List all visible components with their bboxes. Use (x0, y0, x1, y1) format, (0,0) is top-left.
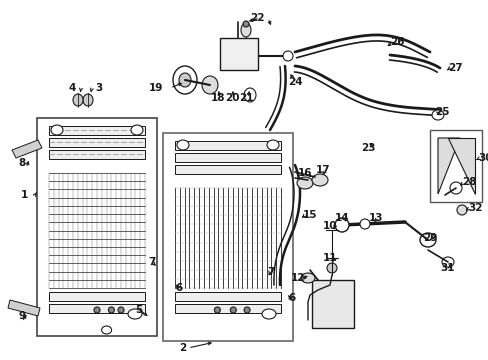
Ellipse shape (266, 140, 279, 150)
Ellipse shape (131, 125, 142, 135)
Bar (49, 126, 145, 135)
Ellipse shape (262, 309, 275, 319)
Ellipse shape (73, 94, 83, 106)
Polygon shape (8, 300, 40, 316)
Ellipse shape (177, 140, 189, 150)
Bar (175, 153, 281, 162)
Text: 5: 5 (135, 305, 142, 315)
Text: 7: 7 (148, 257, 155, 267)
Bar (37, 118, 157, 336)
Ellipse shape (243, 21, 248, 27)
Ellipse shape (449, 182, 461, 194)
Ellipse shape (83, 94, 93, 106)
Text: 6: 6 (175, 283, 182, 293)
Ellipse shape (241, 23, 250, 37)
Text: 12: 12 (290, 273, 305, 283)
Bar (49, 292, 145, 301)
Ellipse shape (326, 263, 336, 273)
Polygon shape (12, 140, 42, 158)
Text: 19: 19 (148, 83, 163, 93)
Bar (175, 292, 281, 301)
Text: 1: 1 (20, 190, 28, 200)
Ellipse shape (244, 88, 256, 102)
Bar (49, 304, 145, 313)
Ellipse shape (108, 307, 114, 313)
Bar (429, 130, 481, 202)
Ellipse shape (173, 66, 197, 94)
Ellipse shape (94, 307, 100, 313)
Ellipse shape (441, 257, 453, 267)
Ellipse shape (202, 76, 218, 94)
Text: 26: 26 (389, 37, 404, 47)
Ellipse shape (334, 218, 348, 232)
Bar (311, 280, 353, 328)
Text: 25: 25 (434, 107, 448, 117)
Text: 2: 2 (179, 343, 186, 353)
Text: 30: 30 (477, 153, 488, 163)
Ellipse shape (419, 233, 435, 247)
Ellipse shape (118, 307, 124, 313)
Polygon shape (437, 138, 459, 194)
Text: 31: 31 (440, 263, 454, 273)
Polygon shape (447, 138, 474, 194)
Ellipse shape (51, 125, 63, 135)
Text: 27: 27 (447, 63, 462, 73)
Text: 24: 24 (287, 77, 302, 87)
Text: 15: 15 (303, 210, 317, 220)
Text: 21: 21 (238, 93, 253, 103)
Text: 18: 18 (210, 93, 225, 103)
Bar (49, 138, 145, 147)
Bar (175, 165, 281, 174)
Text: 29: 29 (422, 233, 436, 243)
Bar (220, 38, 258, 70)
Text: 9: 9 (19, 311, 25, 321)
Text: 6: 6 (287, 293, 295, 303)
Text: 22: 22 (250, 13, 264, 23)
Text: 20: 20 (224, 93, 239, 103)
Ellipse shape (179, 73, 191, 87)
Text: 3: 3 (95, 83, 102, 93)
Ellipse shape (456, 205, 466, 215)
Ellipse shape (296, 177, 312, 189)
Text: 23: 23 (360, 143, 374, 153)
Ellipse shape (244, 307, 249, 313)
Text: 32: 32 (467, 203, 482, 213)
Bar (163, 133, 292, 341)
Ellipse shape (128, 309, 142, 319)
Text: 17: 17 (315, 165, 329, 175)
Text: 8: 8 (19, 158, 25, 168)
Ellipse shape (311, 174, 327, 186)
Text: 4: 4 (68, 83, 76, 93)
Text: 28: 28 (461, 177, 475, 187)
Text: 7: 7 (266, 267, 274, 277)
Text: 11: 11 (322, 253, 337, 263)
Ellipse shape (283, 51, 292, 61)
Text: 13: 13 (368, 213, 383, 223)
Text: 10: 10 (322, 221, 337, 231)
Ellipse shape (230, 307, 236, 313)
Ellipse shape (431, 110, 443, 120)
Ellipse shape (214, 307, 220, 313)
Text: 14: 14 (334, 213, 348, 223)
Ellipse shape (301, 273, 314, 283)
Ellipse shape (359, 219, 369, 229)
Text: 16: 16 (297, 168, 312, 178)
Ellipse shape (102, 326, 111, 334)
Bar (175, 304, 281, 313)
Bar (49, 150, 145, 159)
Bar (175, 141, 281, 150)
